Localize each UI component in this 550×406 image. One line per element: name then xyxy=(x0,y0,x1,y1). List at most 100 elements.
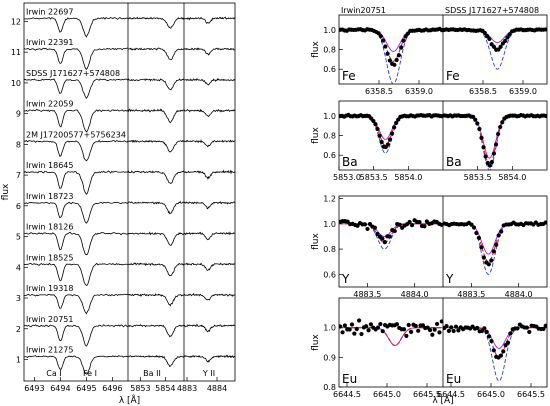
element-label: Y xyxy=(445,272,454,286)
observed-flux-point xyxy=(481,145,486,150)
observed-flux-point xyxy=(392,62,397,67)
spectrum-line xyxy=(127,324,185,338)
observed-flux-point xyxy=(496,233,501,238)
observed-flux-point xyxy=(496,131,501,137)
observed-flux-point xyxy=(471,225,477,230)
observed-flux-point xyxy=(489,338,494,344)
observed-flux-point xyxy=(380,236,385,241)
right-x-tick-label: 5853.0 xyxy=(333,173,361,182)
observed-flux-point xyxy=(380,329,385,334)
spectrum-line xyxy=(127,16,185,29)
star-label: Irwin 19318 xyxy=(26,284,73,293)
line-label: Ca I xyxy=(46,369,61,378)
observed-flux-point xyxy=(383,44,388,49)
observed-flux-point xyxy=(439,222,443,227)
right-y-tick-label: 0.8 xyxy=(323,132,336,141)
observed-flux-point xyxy=(487,36,492,41)
spectrum-line xyxy=(23,201,129,224)
observed-flux-point xyxy=(479,328,485,334)
spectrum-line xyxy=(127,108,185,124)
observed-flux-point xyxy=(377,133,382,138)
spectrum-line xyxy=(183,169,236,180)
observed-flux-point xyxy=(451,328,456,334)
left-y-tick-label: 4 xyxy=(16,263,21,272)
left-x-tick-label: 5854 xyxy=(155,384,175,393)
right-y-tick-label: 1.0 xyxy=(323,220,336,229)
observed-flux-point xyxy=(500,120,505,125)
spectrum-line xyxy=(23,355,129,375)
observed-flux-point xyxy=(543,113,547,119)
observed-flux-point xyxy=(482,30,487,36)
observed-flux-point xyxy=(543,220,547,225)
right-x-tick-label: 6358.5 xyxy=(365,87,393,96)
spectrum-line xyxy=(183,231,236,241)
right-x-tick-label: 4883.5 xyxy=(457,290,485,299)
right-y-tick-label: 0.6 xyxy=(323,151,336,160)
observed-flux-point xyxy=(342,323,348,328)
line-label: Y II xyxy=(202,369,215,378)
spectrum-line xyxy=(183,324,236,333)
observed-flux-point xyxy=(392,228,397,234)
observed-flux-point xyxy=(392,125,397,130)
right-x-tick-label: 6645.0 xyxy=(373,390,401,399)
left-y-tick-label: 8 xyxy=(16,140,21,149)
spectrum-line xyxy=(183,47,236,56)
observed-flux-point xyxy=(456,328,461,333)
observed-flux-point xyxy=(491,249,496,254)
fit-panel xyxy=(339,218,443,250)
right-y-axis-label: flux xyxy=(311,40,321,57)
left-y-axis-label: flux xyxy=(1,183,11,200)
line-label: Fe I xyxy=(83,369,97,378)
right-y-tick-label: 0.8 xyxy=(323,245,336,254)
observed-flux-point xyxy=(494,242,499,247)
observed-flux-point xyxy=(489,159,494,165)
observed-flux-point xyxy=(499,229,504,234)
star-label: 2M J17200577+5756234 xyxy=(26,130,126,139)
observed-flux-point xyxy=(439,319,443,324)
right-y-tick-label: 1.2 xyxy=(323,195,336,204)
observed-flux-point xyxy=(387,58,392,63)
observed-flux-point xyxy=(484,329,489,334)
spectrum-line xyxy=(183,201,236,210)
observed-flux-point xyxy=(446,328,452,334)
column-star-title: Irwin20751 xyxy=(341,6,386,15)
observed-flux-point xyxy=(375,325,381,330)
observed-flux-point xyxy=(387,234,392,239)
line-fit-grid: Irwin20751 SDSS J171627+574808 λ [Å] 0.6 0.8… xyxy=(311,6,548,406)
fit-panel xyxy=(443,27,547,70)
spectrum-line xyxy=(183,139,236,148)
observed-flux-point xyxy=(541,326,546,331)
right-x-tick-label: 6645.5 xyxy=(413,390,441,399)
left-x-tick-label: 5853 xyxy=(130,384,150,393)
synthetic-best-fit xyxy=(443,327,547,358)
right-x-tick-label: 5853.5 xyxy=(360,173,388,182)
observed-flux-point xyxy=(385,142,390,147)
right-x-tick-label: 4883.5 xyxy=(353,290,381,299)
star-label: Irwin 18645 xyxy=(26,161,73,170)
spectrum-line xyxy=(183,354,236,363)
observed-flux-point xyxy=(434,321,440,327)
observed-flux-point xyxy=(416,328,421,333)
right-x-tick-label: 5854.0 xyxy=(394,173,422,182)
observed-flux-point xyxy=(406,322,411,328)
left-x-tick-label: 6495 xyxy=(76,384,96,393)
spectrum-line xyxy=(23,231,129,256)
observed-flux-point xyxy=(368,322,374,327)
observed-flux-point xyxy=(364,324,369,329)
right-y-axis-label: flux xyxy=(311,126,321,143)
synthetic-low-abundance xyxy=(339,327,443,346)
right-x-tick-label: 4884.0 xyxy=(401,290,429,299)
observed-flux-point xyxy=(382,240,387,245)
observed-flux-point xyxy=(498,353,504,358)
star-label: Irwin 22391 xyxy=(26,38,73,47)
element-label: Y xyxy=(341,272,350,286)
observed-flux-point xyxy=(475,325,480,331)
observed-flux-point xyxy=(453,324,459,329)
observed-flux-point xyxy=(379,139,384,145)
synthetic-low-abundance xyxy=(339,29,443,52)
observed-flux-point xyxy=(475,121,480,126)
observed-flux-point xyxy=(422,224,427,229)
spectrum-line xyxy=(23,139,129,162)
synthetic-low-abundance xyxy=(443,223,547,255)
spectrum-line xyxy=(23,78,129,100)
